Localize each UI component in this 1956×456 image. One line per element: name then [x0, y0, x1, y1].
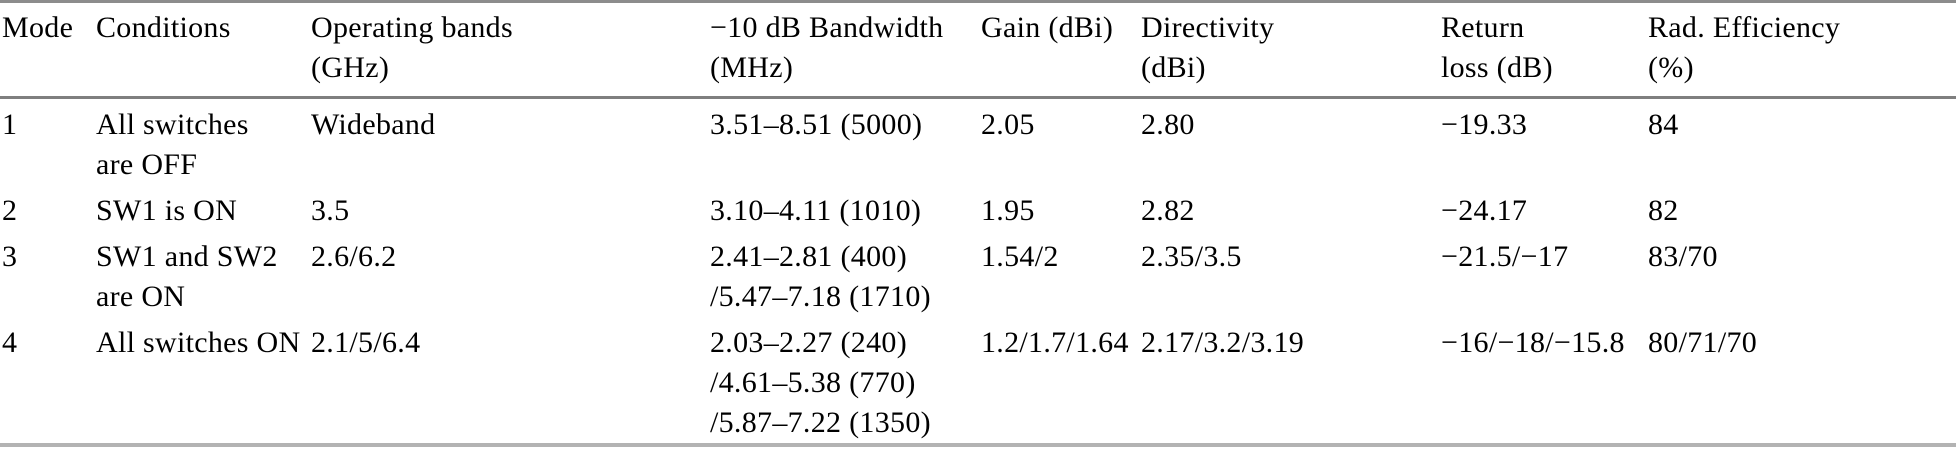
col-header-gain: Gain (dBi) — [981, 1, 1141, 99]
cell-directivity: 2.17/3.2/3.19 — [1141, 326, 1305, 359]
table-row: 1 All switches are OFF Wideband 3.51–8.5… — [0, 98, 1956, 186]
cell-efficiency: 80/71/70 — [1648, 326, 1758, 359]
cell-mode: 2 — [2, 194, 18, 227]
cell-return-loss: −16/−18/−15.8 — [1441, 326, 1625, 359]
col-header-rad-efficiency: Rad. Efficiency (%) — [1648, 1, 1956, 99]
cell-directivity: 2.35/3.5 — [1141, 240, 1242, 273]
cell-bandwidth: 2.41–2.81 (400) /5.47–7.18 (1710) — [710, 240, 931, 313]
col-header-conditions: Conditions — [96, 1, 311, 99]
cell-conditions: SW1 and SW2 are ON — [96, 240, 278, 313]
cell-gain: 1.95 — [981, 194, 1035, 227]
cell-operating-bands: 3.5 — [311, 194, 350, 227]
cell-bandwidth: 2.03–2.27 (240) /4.61–5.38 (770) /5.87–7… — [710, 326, 931, 439]
cell-directivity: 2.80 — [1141, 108, 1195, 141]
cell-return-loss: −19.33 — [1441, 108, 1528, 141]
cell-mode: 4 — [2, 326, 18, 359]
header-row: Mode Conditions Operating bands (GHz) −1… — [0, 1, 1956, 99]
col-header-mode: Mode — [0, 1, 96, 99]
cell-mode: 3 — [2, 240, 18, 273]
cell-bandwidth: 3.10–4.11 (1010) — [710, 194, 922, 227]
table-row: 2 SW1 is ON 3.5 3.10–4.11 (1010) 1.95 2.… — [0, 185, 1956, 231]
cell-mode: 1 — [2, 108, 18, 141]
cell-gain: 1.54/2 — [981, 240, 1059, 273]
cell-return-loss: −24.17 — [1441, 194, 1528, 227]
col-header-operating-bands: Operating bands (GHz) — [311, 1, 710, 99]
cell-gain: 1.2/1.7/1.64 — [981, 326, 1129, 359]
cell-conditions: All switches ON — [96, 326, 301, 359]
table-row: 3 SW1 and SW2 are ON 2.6/6.2 2.41–2.81 (… — [0, 231, 1956, 317]
cell-efficiency: 84 — [1648, 108, 1679, 141]
cell-efficiency: 82 — [1648, 194, 1679, 227]
table-row: 4 All switches ON 2.1/5/6.4 2.03–2.27 (2… — [0, 317, 1956, 445]
cell-operating-bands: Wideband — [311, 108, 436, 141]
cell-operating-bands: 2.1/5/6.4 — [311, 326, 421, 359]
col-header-return-loss: Return loss (dB) — [1441, 1, 1648, 99]
cell-gain: 2.05 — [981, 108, 1035, 141]
cell-conditions: All switches are OFF — [96, 108, 249, 181]
cell-efficiency: 83/70 — [1648, 240, 1718, 273]
col-header-directivity: Directivity (dBi) — [1141, 1, 1441, 99]
cell-return-loss: −21.5/−17 — [1441, 240, 1569, 273]
cell-conditions: SW1 is ON — [96, 194, 238, 227]
cell-directivity: 2.82 — [1141, 194, 1195, 227]
cell-operating-bands: 2.6/6.2 — [311, 240, 397, 273]
col-header-bandwidth: −10 dB Bandwidth (MHz) — [710, 1, 981, 99]
cell-bandwidth: 3.51–8.51 (5000) — [710, 108, 923, 141]
